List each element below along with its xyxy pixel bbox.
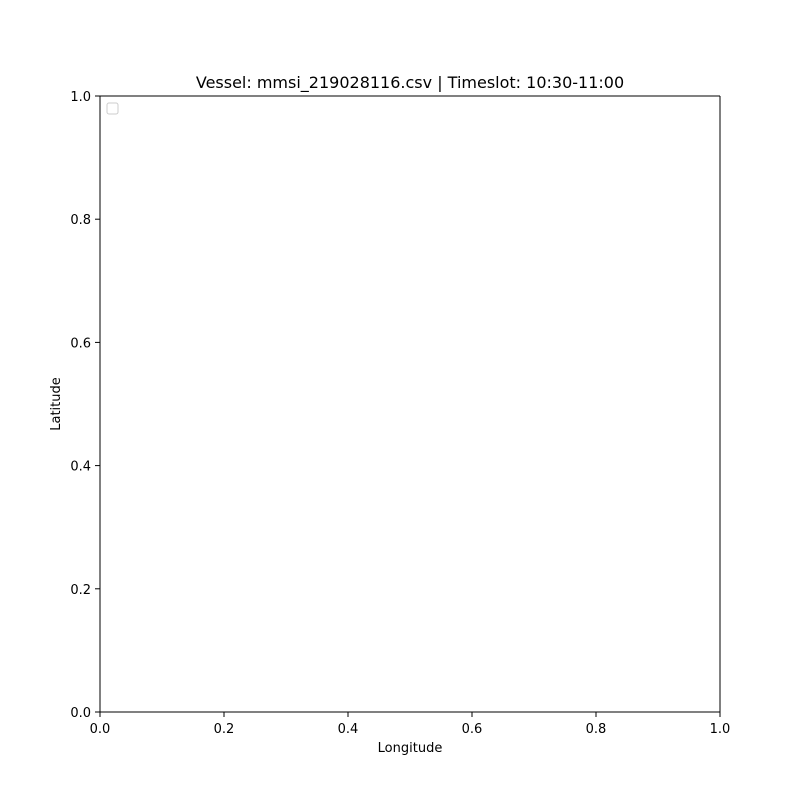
x-tick-label: 0.2	[214, 722, 235, 737]
chart-title: Vessel: mmsi_219028116.csv | Timeslot: 1…	[196, 73, 624, 93]
x-tick-label: 0.6	[462, 722, 483, 737]
y-tick-label: 1.0	[70, 90, 91, 105]
legend-box	[106, 102, 119, 115]
y-tick-label: 0.6	[70, 336, 91, 351]
x-axis-ticks: 0.0 0.2 0.4 0.6 0.8 1.0	[90, 712, 731, 737]
x-axis-label: Longitude	[378, 741, 443, 756]
y-axis-label: Latitude	[49, 377, 64, 431]
y-tick-label: 0.0	[70, 706, 91, 721]
plot-area	[100, 96, 720, 712]
x-tick-label: 0.0	[90, 722, 111, 737]
x-tick-label: 0.8	[586, 722, 607, 737]
y-tick-label: 0.8	[70, 213, 91, 228]
x-tick-label: 0.4	[338, 722, 359, 737]
legend	[106, 102, 119, 115]
x-tick-label: 1.0	[710, 722, 731, 737]
y-tick-label: 0.2	[70, 583, 91, 598]
y-axis-ticks: 0.0 0.2 0.4 0.6 0.8 1.0	[70, 90, 100, 721]
y-tick-label: 0.4	[70, 460, 91, 475]
